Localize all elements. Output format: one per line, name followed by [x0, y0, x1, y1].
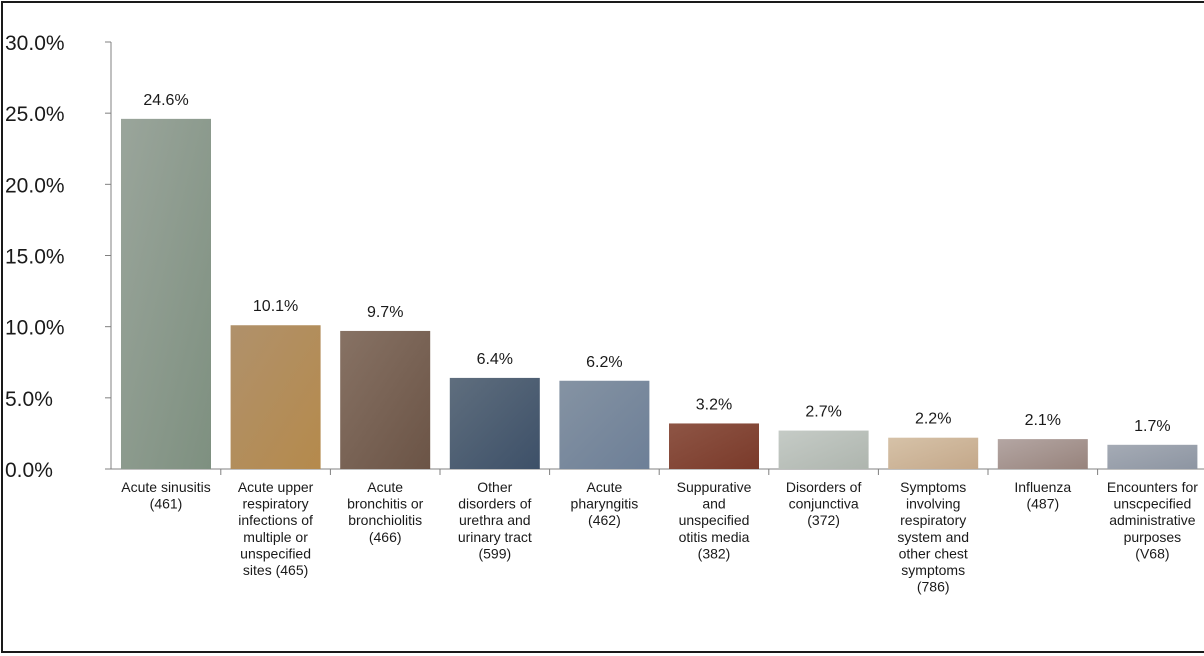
data-label: 3.2% — [696, 396, 732, 413]
data-label: 1.7% — [1134, 418, 1170, 435]
y-tick-label: 5.0% — [5, 388, 53, 411]
data-label: 10.1% — [253, 298, 298, 315]
category-label: Encounters for unscpecified administrative… — [1107, 479, 1198, 561]
y-tick-label: 30.0% — [5, 32, 65, 55]
bar — [121, 118, 211, 470]
category-label: Other disorders of urethra and urinary trac… — [458, 479, 532, 561]
bar — [340, 330, 431, 469]
category-label: Acute sinusitis (461) — [121, 479, 210, 512]
data-label: 2.1% — [1025, 412, 1061, 429]
bars-group — [121, 118, 1198, 470]
bar — [888, 437, 979, 469]
bar — [230, 325, 321, 469]
category-label: Acute upper respiratory infections of multi… — [238, 479, 314, 578]
data-labels-group: 24.6% 10.1% 9.7% 6.4% 6.2% 3.2% 2.7% 2.2% 2.1% 1.… — [143, 92, 1170, 435]
data-label: 2.7% — [805, 404, 841, 421]
category-label: Disorders of conjunctiva (372) — [786, 479, 862, 528]
y-axis: 0.0% 5.0% 10.0% 15.0% 20.0% 25.0% 30.0% — [5, 32, 112, 482]
y-tick-label: 10.0% — [5, 317, 65, 340]
bar — [997, 439, 1088, 469]
category-label: Acute bronchitis or bronchiolitis (466) — [347, 479, 424, 545]
y-tick-label: 15.0% — [5, 246, 65, 269]
y-tick-label: 0.0% — [5, 459, 53, 482]
data-label: 9.7% — [367, 304, 403, 321]
category-labels-group: Acute sinusitis (461) Acute upper respirato… — [121, 479, 1198, 595]
data-label: 6.2% — [586, 354, 622, 371]
y-tick-label: 20.0% — [5, 174, 65, 197]
y-tick-label: 25.0% — [5, 103, 65, 126]
bar — [778, 430, 869, 469]
x-axis — [111, 468, 1204, 475]
data-label: 2.2% — [915, 411, 951, 428]
bar — [449, 377, 540, 469]
category-label: Influenza (487) — [1014, 479, 1071, 512]
data-label: 24.6% — [143, 92, 188, 109]
bar — [1107, 444, 1198, 469]
bar — [559, 380, 650, 469]
category-label: Acute pharyngitis (462) — [571, 479, 639, 528]
category-label: Symptoms involving respiratory system and ot… — [897, 479, 969, 595]
data-label: 6.4% — [477, 351, 513, 368]
bar — [669, 423, 759, 469]
category-label: Suppurative and unspecified otitis media (38… — [677, 479, 752, 561]
